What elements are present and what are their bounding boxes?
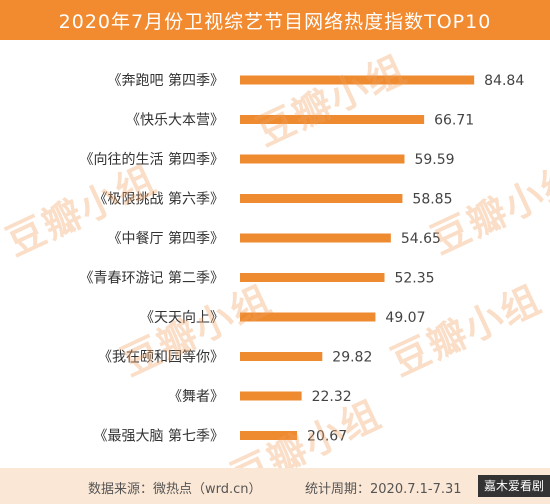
value-label: 54.65 <box>401 231 441 247</box>
category-label: 《中餐厅 第四季》 <box>108 230 224 247</box>
category-label: 《向往的生活 第四季》 <box>80 151 224 168</box>
value-label: 66.71 <box>434 113 474 129</box>
bar <box>240 75 475 85</box>
category-label: 《最强大脑 第七季》 <box>94 428 224 445</box>
category-label: 《天天向上》 <box>140 310 224 326</box>
bar <box>240 273 385 282</box>
bar <box>240 233 391 243</box>
bar <box>240 352 323 361</box>
value-label: 20.67 <box>307 429 347 445</box>
category-label: 《极限挑战 第六季》 <box>94 191 224 208</box>
category-label: 《快乐大本营》 <box>126 113 224 129</box>
value-label: 59.59 <box>414 152 454 168</box>
value-label: 52.35 <box>394 271 434 287</box>
bar <box>240 431 298 440</box>
value-label: 84.84 <box>484 73 524 89</box>
value-label: 22.32 <box>312 389 352 405</box>
footer: 数据来源：微热点（wrd.cn） 统计周期：2020.7.1-7.31 嘉木爱看… <box>0 468 550 504</box>
category-label: 《我在颐和园等你》 <box>98 349 224 366</box>
bar <box>240 115 425 124</box>
data-source: 数据来源：微热点（wrd.cn） <box>88 482 262 497</box>
category-label: 《舞者》 <box>168 389 224 405</box>
value-label: 58.85 <box>412 192 452 208</box>
category-label: 《奔跑吧 第四季》 <box>108 72 224 89</box>
category-label: 《青春环游记 第二季》 <box>80 270 224 287</box>
bar <box>240 194 403 203</box>
bar <box>240 312 376 322</box>
statistics-period: 统计周期：2020.7.1-7.31 <box>305 482 462 497</box>
bar <box>240 391 302 401</box>
bar-chart: 《奔跑吧 第四季》 84.84 《快乐大本营》 66.71 《向往的生活 第四季》 59.… <box>80 72 525 445</box>
value-label: 29.82 <box>332 350 372 366</box>
value-label: 49.07 <box>385 310 425 326</box>
author-tag: 嘉木爱看剧 <box>477 475 550 497</box>
chart-title: 2020年7月份卫视综艺节目网络热度指数TOP10 <box>0 0 550 40</box>
bar <box>240 154 405 164</box>
